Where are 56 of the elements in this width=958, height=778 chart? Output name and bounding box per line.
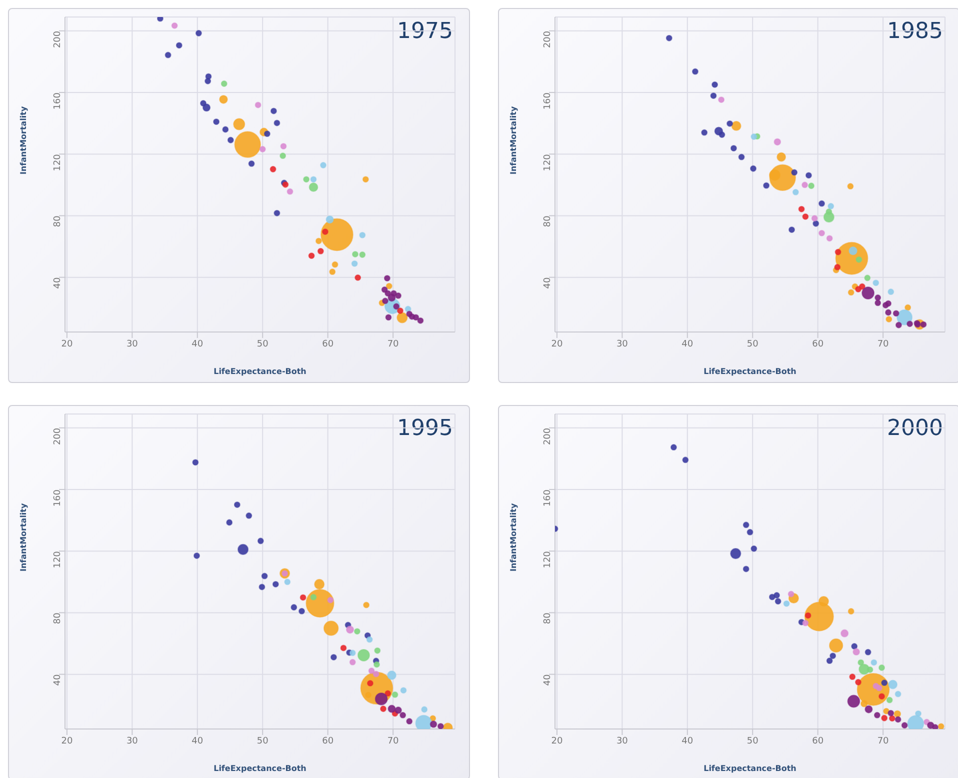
y-tick-label: 40 <box>53 277 64 289</box>
y-tick-label: 200 <box>53 30 64 48</box>
x-tick-label: 70 <box>877 339 890 350</box>
x-tick-label: 50 <box>746 736 759 746</box>
chart-title: 1975 <box>397 19 453 44</box>
x-axis-title: LifeExpectance-Both <box>704 764 797 773</box>
y-axis-title: InfantMortality <box>508 502 518 572</box>
x-axis-title: LifeExpectance-Both <box>704 367 797 376</box>
chart-title: 2000 <box>887 416 943 441</box>
x-tick-label: 40 <box>192 339 204 350</box>
x-axis-title: LifeExpectance-Both <box>214 764 307 773</box>
y-tick-label: 120 <box>543 154 554 172</box>
x-tick-label: 30 <box>126 736 138 746</box>
y-tick-label: 120 <box>543 550 554 568</box>
y-tick-label: 160 <box>543 489 554 507</box>
x-tick-label: 60 <box>812 339 824 350</box>
y-axis-title: InfantMortality <box>508 105 518 174</box>
y-tick-label: 200 <box>53 428 64 446</box>
x-tick-label: 40 <box>682 339 694 350</box>
y-tick-label: 160 <box>53 489 64 507</box>
x-tick-label: 20 <box>551 736 563 746</box>
y-tick-label: 80 <box>543 612 554 624</box>
x-tick-label: 20 <box>61 736 73 746</box>
y-axis-title: InfantMortality <box>18 502 28 572</box>
x-tick-label: 50 <box>256 339 269 350</box>
x-tick-label: 60 <box>322 339 334 350</box>
x-axis-title: LifeExpectance-Both <box>214 367 307 376</box>
y-tick-label: 160 <box>543 92 554 110</box>
y-tick-label: 40 <box>543 674 554 686</box>
x-tick-label: 30 <box>616 339 628 350</box>
y-tick-label: 200 <box>543 428 554 446</box>
x-tick-label: 70 <box>387 736 400 746</box>
x-tick-label: 70 <box>877 736 890 746</box>
x-tick-label: 60 <box>322 736 334 746</box>
y-tick-label: 40 <box>53 674 64 686</box>
x-tick-label: 40 <box>682 736 694 746</box>
x-tick-label: 70 <box>387 339 400 350</box>
x-tick-label: 30 <box>616 736 628 746</box>
x-tick-label: 50 <box>746 339 759 350</box>
x-tick-label: 60 <box>812 736 824 746</box>
y-tick-label: 200 <box>543 30 554 48</box>
y-tick-label: 80 <box>53 612 64 624</box>
y-tick-label: 120 <box>53 154 64 172</box>
chart-title: 1985 <box>887 19 943 44</box>
chart-title: 1995 <box>397 416 453 441</box>
x-tick-label: 30 <box>126 339 138 350</box>
y-tick-label: 80 <box>543 215 554 228</box>
y-tick-label: 160 <box>53 92 64 110</box>
y-tick-label: 80 <box>53 215 64 228</box>
y-axis-title: InfantMortality <box>18 105 28 174</box>
x-tick-label: 40 <box>192 736 204 746</box>
y-tick-label: 40 <box>543 277 554 289</box>
x-tick-label: 50 <box>256 736 269 746</box>
x-tick-label: 20 <box>61 339 73 350</box>
x-tick-label: 20 <box>551 339 563 350</box>
y-tick-label: 120 <box>53 550 64 568</box>
